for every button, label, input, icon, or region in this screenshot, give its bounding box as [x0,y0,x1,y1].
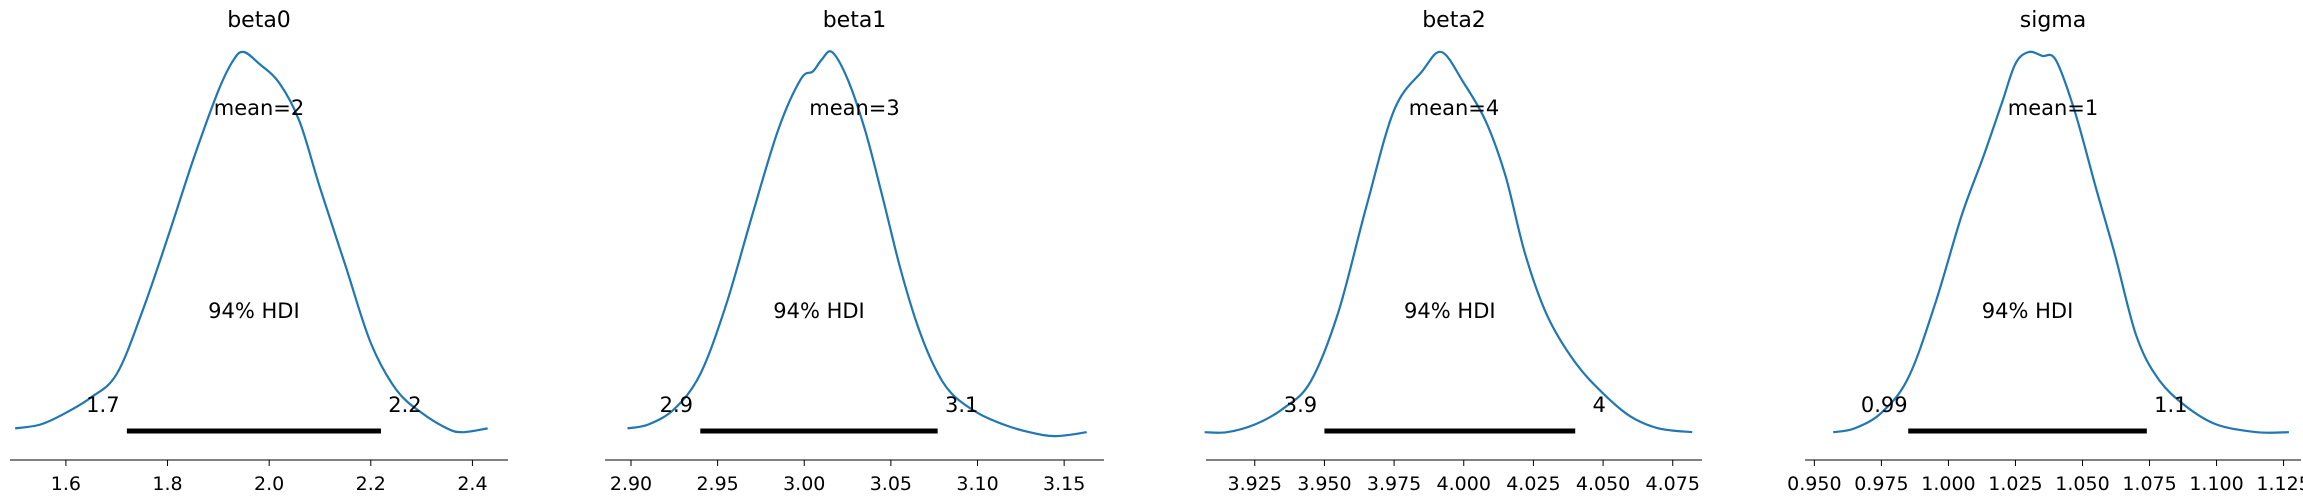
panel-title: beta1 [823,8,887,33]
hdi-high-label: 2.2 [388,393,421,417]
density-curve [1204,50,1693,434]
x-tick-label: 3.10 [956,473,998,495]
x-tick-label: 1.8 [152,473,182,495]
density-curve [1833,50,2289,434]
mean-label: mean=3 [809,96,900,120]
x-tick-label: 1.125 [2256,473,2303,495]
panel-title: beta2 [1422,8,1486,33]
panel-beta2: beta2 mean=4 94% HDI 3.9 4 3.925 3.950 3.975 4.0… [1204,8,1702,495]
x-tick-label: 2.4 [457,473,487,495]
panel-title: beta0 [227,8,291,33]
hdi-high-label: 4 [1593,393,1606,417]
hdi-label: 94% HDI [773,299,865,323]
x-tick-label: 0.950 [1787,473,1841,495]
mean-label: mean=4 [1409,96,1500,120]
panel-beta0: beta0 mean=2 94% HDI 1.7 2.2 1.6 1.8 2.0 2.2 2.4 [10,8,508,495]
hdi-label: 94% HDI [1404,299,1496,323]
x-tick-label: 3.05 [870,473,912,495]
hdi-label: 94% HDI [208,299,300,323]
x-tick-label: 1.6 [51,473,81,495]
mean-label: mean=2 [214,96,305,120]
density-curve [14,50,488,434]
panel-title: sigma [2020,8,2086,33]
x-tick-label: 1.050 [2055,473,2109,495]
mean-label: mean=1 [2008,96,2099,120]
hdi-low-label: 0.99 [1861,393,1908,417]
hdi-high-label: 3.1 [945,393,978,417]
x-tick-label: 1.000 [1921,473,1975,495]
x-tick-label: 3.15 [1043,473,1085,495]
x-tick-label: 4.025 [1506,473,1560,495]
x-tick-label: 3.950 [1297,473,1351,495]
x-tick-label: 3.00 [783,473,825,495]
x-tick-label: 3.925 [1228,473,1282,495]
x-tick-label: 1.100 [2189,473,2243,495]
x-tick-label: 4.050 [1576,473,1630,495]
x-tick-label: 2.95 [696,473,738,495]
hdi-label: 94% HDI [1982,299,2074,323]
panel-sigma: sigma mean=1 94% HDI 0.99 1.1 0.950 0.975 1.000… [1787,8,2303,495]
x-tick-label: 2.0 [254,473,284,495]
x-tick-label: 4.075 [1646,473,1700,495]
x-tick-label: 0.975 [1854,473,1908,495]
x-tick-label: 3.975 [1367,473,1421,495]
x-tick-label: 2.90 [610,473,652,495]
x-tick-label: 1.075 [2122,473,2176,495]
x-tick-label: 4.000 [1437,473,1491,495]
x-tick-label: 1.025 [1988,473,2042,495]
x-tick-label: 2.2 [356,473,386,495]
hdi-low-label: 1.7 [86,393,119,417]
density-curve [627,50,1087,438]
hdi-low-label: 2.9 [660,393,693,417]
hdi-low-label: 3.9 [1284,393,1317,417]
hdi-high-label: 1.1 [2154,393,2187,417]
panel-beta1: beta1 mean=3 94% HDI 2.9 3.1 2.90 2.95 3.00 3.05… [605,8,1104,495]
